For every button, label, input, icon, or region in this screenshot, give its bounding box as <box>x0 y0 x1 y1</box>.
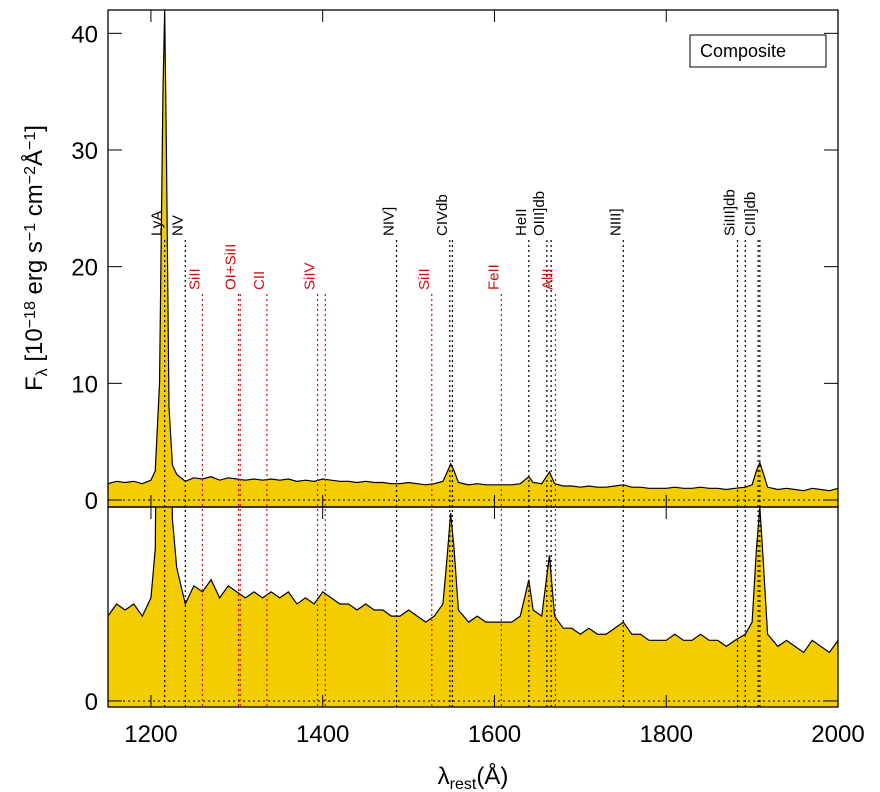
x-tick-label: 1800 <box>640 721 693 748</box>
line-label: SiII <box>186 268 203 290</box>
y-tick-label: 30 <box>71 138 98 165</box>
y-tick-label: 0 <box>85 488 98 515</box>
y-tick-label: 40 <box>71 21 98 48</box>
label-part: (Å) <box>476 762 508 790</box>
panel-frame <box>107 9 839 508</box>
x-tick-label: 1200 <box>124 721 177 748</box>
line-label: NIV] <box>381 207 398 236</box>
line-label: NV <box>169 215 186 236</box>
panel-data <box>108 10 838 507</box>
line-label: AlII <box>539 268 556 290</box>
label-part: [10 <box>21 328 48 368</box>
line-label: SiIII]db <box>722 189 739 236</box>
line-label: NIII] <box>607 208 624 236</box>
line-label: OIII]db <box>531 191 548 236</box>
spectrum-line <box>108 507 838 654</box>
line-label: CII <box>251 271 268 290</box>
panel-frame <box>107 506 839 708</box>
area-fill <box>108 507 838 707</box>
y-axis-label: Fλ [10−18 erg s−1 cm−2Å−1] <box>20 125 51 391</box>
plot-area: 0 10 20 30 40 0 1200 1400 1600 1800 2000 LyA NV SiII O… <box>71 9 865 748</box>
label-part: −18 <box>22 301 39 328</box>
x-axis-label: λrest(Å) <box>438 762 509 792</box>
label-part: −1 <box>22 223 39 241</box>
x-tick-label: 1600 <box>468 721 521 748</box>
legend-box <box>689 34 827 68</box>
line-label: FeII <box>485 264 502 290</box>
label-part: erg s <box>21 241 48 301</box>
panel-data <box>108 507 838 707</box>
line-label: OI+SiII <box>223 244 240 290</box>
line-label: HeII <box>513 208 530 236</box>
line-label: LyA <box>149 211 166 236</box>
line-label: SiII <box>416 268 433 290</box>
spectrum-line <box>108 10 838 492</box>
y-tick-label: 10 <box>71 371 98 398</box>
label-part: λ <box>438 763 450 790</box>
label-part: rest <box>450 776 477 792</box>
label-part: −1 <box>22 132 39 150</box>
label-part: cm <box>21 184 48 223</box>
x-tick-label: 1400 <box>296 721 349 748</box>
y-tick-label: 20 <box>71 255 98 282</box>
label-part: −2 <box>22 166 39 184</box>
line-label: CIII]db <box>742 192 759 236</box>
area-fill <box>108 10 838 507</box>
label-part: λ <box>34 368 51 376</box>
label-part: Å <box>20 150 48 166</box>
line-label: SiIV <box>302 262 319 290</box>
x-tick-label: 2000 <box>811 721 864 748</box>
y-tick-label: 0 <box>85 689 98 716</box>
line-label: CIVdb <box>434 194 451 236</box>
legend-label: Composite <box>700 41 786 61</box>
label-part: F <box>21 376 48 391</box>
label-part: ] <box>21 125 48 132</box>
